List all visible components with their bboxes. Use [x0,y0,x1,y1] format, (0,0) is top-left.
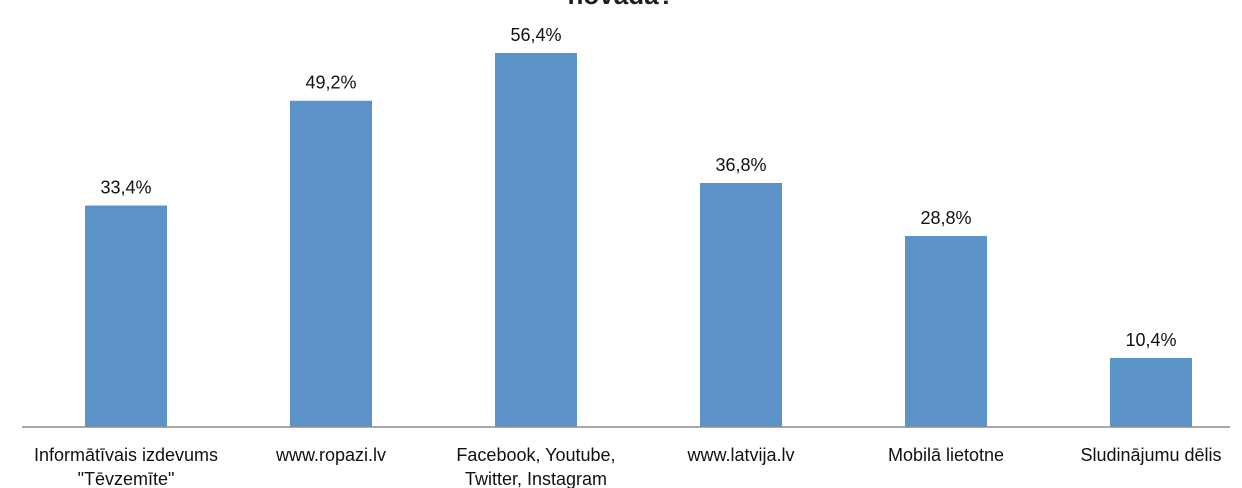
bar-1 [290,100,372,427]
data-label-5: 10,4% [1125,330,1176,350]
bar-5 [1110,358,1192,427]
data-label-0: 33,4% [100,178,151,198]
data-label-4: 28,8% [920,208,971,228]
category-label-3: www.latvija.lv [686,445,794,465]
chart-title: novadā? [568,0,675,10]
value-labels-group: 33,4% 49,2% 56,4% 36,8% 28,8% 10,4% [100,25,1176,350]
category-label-0-line-1: "Tēvzemīte" [78,469,175,488]
category-label-2-line-1: Twitter, Instagram [465,469,607,488]
category-labels-group: Informātīvais izdevums "Tēvzemīte" www.rop… [34,445,1222,488]
category-label-2-line-0: Facebook, Youtube, [456,445,615,465]
category-label-1-line-0: www.ropazi.lv [275,445,386,465]
category-label-3-line-0: www.latvija.lv [686,445,794,465]
category-label-5: Sludinājumu dēlis [1080,445,1221,465]
data-label-3: 36,8% [715,155,766,175]
category-label-4: Mobilā lietotne [888,445,1004,465]
category-label-0: Informātīvais izdevums "Tēvzemīte" [34,445,218,488]
bars-group [85,53,1192,427]
category-label-1: www.ropazi.lv [275,445,386,465]
bar-3 [700,182,782,427]
data-label-1: 49,2% [305,73,356,93]
category-label-0-line-0: Informātīvais izdevums [34,445,218,465]
category-label-4-line-0: Mobilā lietotne [888,445,1004,465]
category-label-2: Facebook, Youtube, Twitter, Instagram [456,445,615,488]
data-label-2: 56,4% [510,25,561,45]
bar-0 [85,205,167,427]
bar-4 [905,236,987,427]
category-label-5-line-0: Sludinājumu dēlis [1080,445,1221,465]
bar-2 [495,53,577,427]
